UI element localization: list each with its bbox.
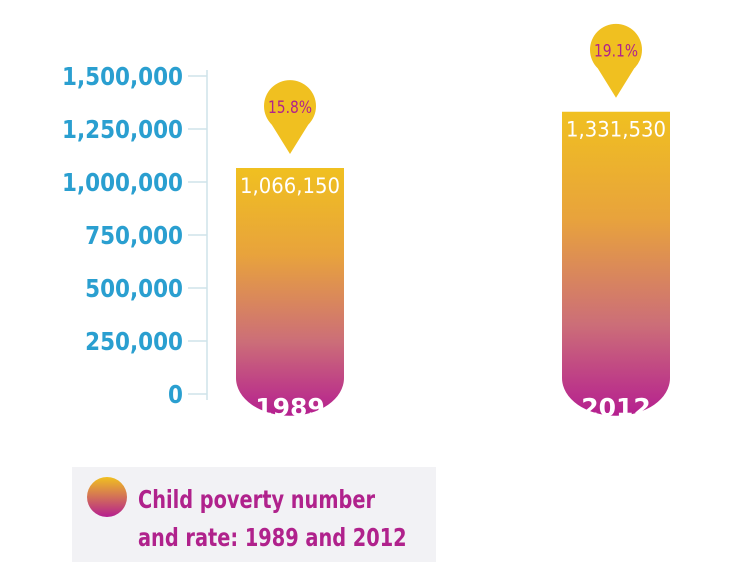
- y-tick-label: 0: [168, 380, 183, 409]
- legend-line-1: Child poverty number: [138, 485, 376, 514]
- legend-line-2: and rate: 1989 and 2012: [138, 523, 407, 552]
- bar-1989: [236, 167, 344, 416]
- category-label: 2012: [581, 393, 651, 422]
- y-tick-label: 750,000: [85, 221, 183, 250]
- bar-value-label: 1,066,150: [240, 174, 340, 198]
- y-tick-label: 1,000,000: [62, 168, 183, 197]
- y-tick-label: 500,000: [85, 274, 183, 303]
- rate-label: 19.1%: [594, 42, 638, 62]
- legend-label: Child poverty number and rate: 1989 and …: [138, 481, 407, 557]
- legend: Child poverty number and rate: 1989 and …: [72, 467, 436, 562]
- y-tick-label: 1,250,000: [62, 115, 183, 144]
- y-tick-label: 1,500,000: [62, 62, 183, 91]
- rate-label: 15.8%: [268, 98, 312, 118]
- category-label: 1989: [255, 393, 325, 422]
- bar-value-label: 1,331,530: [566, 118, 666, 142]
- y-tick-label: 250,000: [85, 327, 183, 356]
- bar-2012: [562, 111, 670, 416]
- rate-marker: [264, 80, 316, 154]
- rate-marker: [590, 23, 643, 98]
- legend-swatch: [87, 477, 127, 517]
